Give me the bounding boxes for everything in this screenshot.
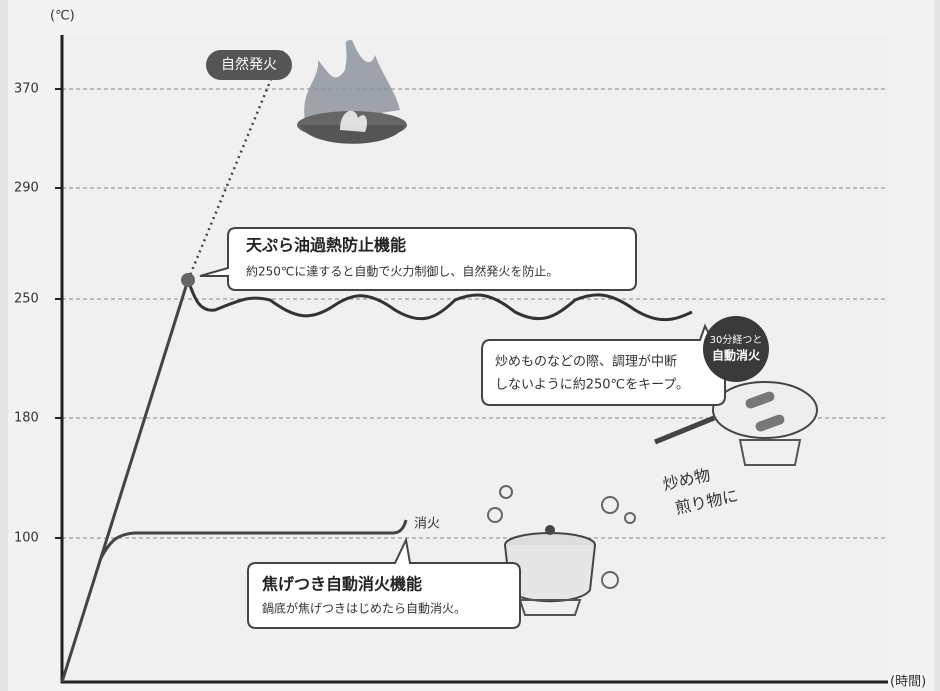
scorch-text: 鍋底が焦げつきはじめたら自動消火。 [262,601,466,616]
y-unit: (℃) [50,9,75,24]
scorch-line [98,519,408,561]
scorch-box [247,536,521,629]
scorch-title: 焦げつき自動消火機能 [261,575,422,594]
keep-line: しないように約250℃をキープ。 [495,378,689,393]
ignition-label: 自然発火 [221,56,277,73]
pan-illustration [654,381,818,466]
y-tick-label: 370 [14,82,39,97]
y-tick-label: 100 [14,531,39,546]
y-tick-label: 180 [14,411,39,426]
x-unit: (時間) [890,675,926,690]
auto-off-badge [703,316,769,382]
extinguish-label: 消火 [414,517,440,532]
overheat-box [199,227,637,291]
y-tick-label: 290 [14,181,39,196]
badge-line: 30分経つと [710,333,763,346]
heat-line [60,279,190,683]
badge-line: 自動消火 [712,348,761,363]
overheat-title: 天ぷら油過熱防止機能 [246,236,406,255]
limit-dot [181,273,195,287]
overheat-text: 約250℃に達すると自動で火力制御し、自然発火を防止。 [246,264,558,279]
keep-wave [186,279,693,322]
ignition-pill [206,50,292,80]
keep-line: 炒めものなどの際、調理が中断 [495,355,677,370]
y-tick-label: 250 [14,292,39,307]
fire-illustration [297,40,407,144]
